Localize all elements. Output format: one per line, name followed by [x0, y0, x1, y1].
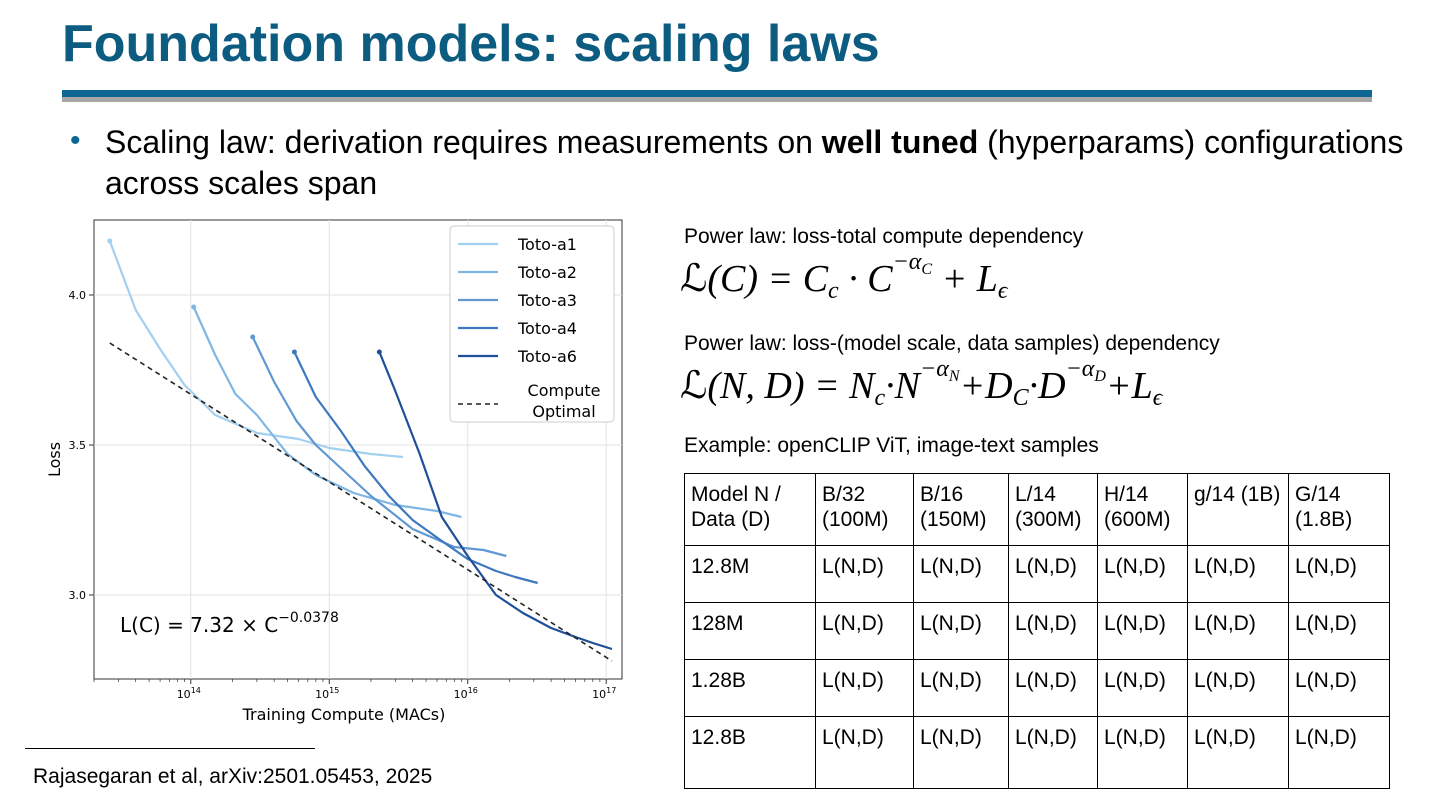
- y-axis-label: Loss: [45, 442, 64, 477]
- config-table: Model N / Data (D) B/32 (100M) B/16 (150…: [684, 473, 1390, 789]
- table-cell: L(N,D): [1008, 716, 1098, 789]
- table-cell: L(N,D): [913, 545, 1009, 603]
- series-start-point: [191, 304, 197, 310]
- table-cell: 1.28B: [684, 659, 816, 717]
- table-cell: L(N,D): [913, 659, 1009, 717]
- example-label: Example: openCLIP ViT, image-text sample…: [684, 434, 1099, 457]
- table-row: 128M L(N,D) L(N,D) L(N,D) L(N,D) L(N,D) …: [684, 602, 1390, 660]
- table-cell: L(N,D): [1187, 545, 1289, 603]
- table-cell: L(N,D): [1288, 716, 1390, 789]
- power-law-2-formula: ℒ(N, D) = Nc·N−αN+DC·D−αD+Lϵ: [680, 356, 1163, 412]
- scaling-law-chart: 1014 1015 1016 1017 3.0 3.5 4.0 Training Comput…: [45, 219, 623, 724]
- fit-annotation: L(C) = 7.32 × C−0.0378: [120, 610, 339, 637]
- table-header-cell: B/32 (100M): [815, 473, 914, 546]
- table-cell: L(N,D): [913, 602, 1009, 660]
- series-line: [378, 351, 613, 651]
- x-tick-label: 1016: [454, 686, 478, 701]
- footnote-rule: [25, 748, 315, 749]
- table-cell: L(N,D): [1288, 659, 1390, 717]
- table-row: 1.28B L(N,D) L(N,D) L(N,D) L(N,D) L(N,D)…: [684, 659, 1390, 717]
- bullet-bold-phrase: well tuned: [821, 124, 979, 160]
- table-cell: L(N,D): [1187, 659, 1289, 717]
- power-law-2-label: Power law: loss-(model scale, data sampl…: [684, 332, 1220, 355]
- y-tick-label: 3.0: [69, 589, 87, 602]
- table-cell: L(N,D): [1187, 602, 1289, 660]
- table-cell: L(N,D): [1097, 545, 1188, 603]
- legend-label: Optimal: [532, 402, 595, 421]
- series-line: [108, 240, 404, 459]
- legend-label: Toto-a1: [517, 235, 577, 254]
- table-cell: L(N,D): [1187, 716, 1289, 789]
- series-start-point: [107, 238, 113, 244]
- table-cell: 12.8M: [684, 545, 816, 603]
- table-cell: L(N,D): [1008, 659, 1098, 717]
- table-header-cell: L/14 (300M): [1008, 473, 1098, 546]
- title-rule-blue: [62, 90, 1372, 97]
- series-start-point: [250, 334, 256, 340]
- table-header-cell: H/14 (600M): [1097, 473, 1188, 546]
- table-cell: L(N,D): [1097, 716, 1188, 789]
- x-axis-label: Training Compute (MACs): [242, 705, 446, 724]
- table-header-cell: Model N / Data (D): [684, 473, 816, 546]
- citation-footer: Rajasegaran et al, arXiv:2501.05453, 202…: [33, 765, 433, 788]
- table-cell: L(N,D): [1288, 545, 1390, 603]
- legend-label: Compute: [528, 381, 601, 400]
- table-cell: L(N,D): [815, 545, 914, 603]
- y-tick-label: 4.0: [69, 289, 87, 302]
- bullet-dot-icon: •: [70, 124, 81, 157]
- legend-label: Toto-a4: [517, 319, 577, 338]
- table-cell: L(N,D): [1097, 602, 1188, 660]
- series-start-point: [291, 349, 297, 355]
- series-line: [109, 342, 613, 662]
- legend-label: Toto-a3: [517, 291, 577, 310]
- legend-box: [449, 225, 615, 423]
- bullet-text: Scaling law: derivation requires measure…: [105, 124, 1404, 201]
- table-cell: L(N,D): [1008, 545, 1098, 603]
- table-row: 12.8M L(N,D) L(N,D) L(N,D) L(N,D) L(N,D)…: [684, 545, 1390, 603]
- table-header-cell: g/14 (1B): [1187, 473, 1289, 546]
- y-tick-label: 3.5: [69, 439, 87, 452]
- x-tick-label: 1014: [177, 686, 201, 701]
- table-cell: L(N,D): [815, 659, 914, 717]
- table-cell: 128M: [684, 602, 816, 660]
- series-line: [251, 336, 507, 558]
- table-row: 12.8B L(N,D) L(N,D) L(N,D) L(N,D) L(N,D)…: [684, 716, 1390, 789]
- table-cell: 12.8B: [684, 716, 816, 789]
- x-tick-label: 1015: [315, 686, 339, 701]
- series-start-point: [376, 349, 382, 355]
- power-law-1-formula: ℒ(C) = Cc · C−αC + Lϵ: [680, 249, 1008, 305]
- table-header-cell: B/16 (150M): [913, 473, 1009, 546]
- power-law-1-label: Power law: loss-total compute dependency: [684, 225, 1084, 248]
- x-tick-label: 1017: [592, 686, 616, 701]
- table-cell: L(N,D): [815, 602, 914, 660]
- table-header-row: Model N / Data (D) B/32 (100M) B/16 (150…: [684, 473, 1390, 546]
- table-cell: L(N,D): [1097, 659, 1188, 717]
- series-line: [293, 351, 538, 585]
- legend-label: Toto-a6: [517, 347, 577, 366]
- slide-title: Foundation models: scaling laws: [62, 15, 880, 73]
- table-cell: L(N,D): [913, 716, 1009, 789]
- table-cell: L(N,D): [1008, 602, 1098, 660]
- table-header-cell: G/14 (1.8B): [1288, 473, 1390, 546]
- title-rule-gray: [62, 97, 1372, 102]
- table-cell: L(N,D): [815, 716, 914, 789]
- table-cell: L(N,D): [1288, 602, 1390, 660]
- legend-label: Toto-a2: [517, 263, 577, 282]
